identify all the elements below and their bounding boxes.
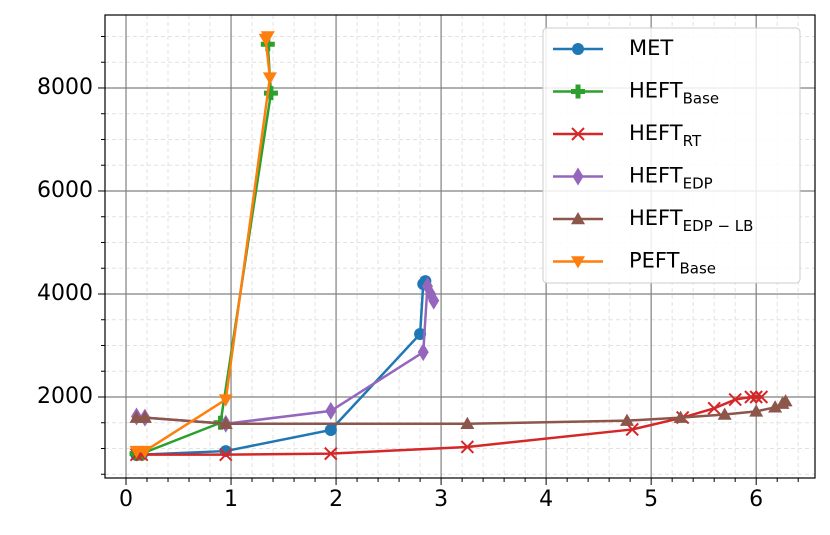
marker <box>262 72 277 85</box>
x-tick-label: 0 <box>119 487 133 512</box>
marker <box>571 127 585 141</box>
marker <box>768 400 783 413</box>
legend-label: HEFTEDP − LB <box>629 206 753 235</box>
x-tick-label: 5 <box>644 487 658 512</box>
y-tick-label: 8000 <box>37 75 93 100</box>
legend-box <box>542 27 801 284</box>
marker <box>263 86 278 101</box>
legend-name: HEFT <box>629 164 683 188</box>
legend-label: HEFTEDP <box>629 164 713 193</box>
marker <box>460 416 475 430</box>
x-tick-label: 6 <box>749 487 763 512</box>
marker <box>260 37 275 52</box>
legend-sub: RT <box>683 132 702 150</box>
marker <box>778 394 793 407</box>
x-tick-label: 3 <box>434 487 448 512</box>
marker <box>137 410 152 423</box>
marker <box>325 401 337 420</box>
marker <box>260 31 275 44</box>
x-tick-label: 1 <box>224 487 238 512</box>
marker <box>572 167 584 186</box>
marker <box>460 440 475 454</box>
plot-frame <box>104 14 816 479</box>
series-line <box>136 35 272 453</box>
marker <box>137 445 152 459</box>
marker <box>728 392 742 407</box>
legend-label: MET <box>629 36 673 60</box>
legend-sub: EDP <box>683 174 713 192</box>
marker <box>571 84 585 99</box>
legend-sub: EDP − LB <box>683 217 754 235</box>
marker <box>218 394 233 407</box>
marker <box>571 212 585 225</box>
legend-name: HEFT <box>629 79 683 103</box>
marker <box>754 390 769 404</box>
marker <box>572 43 584 55</box>
marker <box>324 446 338 461</box>
marker <box>417 343 429 362</box>
legend-sub: Base <box>679 259 716 277</box>
marker <box>744 390 758 404</box>
legend-name: HEFT <box>629 121 683 145</box>
marker <box>717 407 732 420</box>
x-tick-label: 2 <box>329 487 343 512</box>
series-line <box>136 285 435 426</box>
y-tick-label: 4000 <box>37 281 93 306</box>
marker <box>749 404 764 417</box>
marker <box>218 416 233 430</box>
x-tick-label: 4 <box>539 487 553 512</box>
legend-name: PEFT <box>629 249 680 273</box>
marker <box>673 410 688 423</box>
legend-name: MET <box>629 36 673 60</box>
marker <box>571 256 585 269</box>
marker <box>619 413 634 426</box>
marker <box>324 424 337 437</box>
marker <box>219 447 233 462</box>
marker <box>749 390 763 404</box>
y-tick-label: 6000 <box>37 178 93 203</box>
series-line <box>136 44 273 455</box>
y-tick-label: 2000 <box>37 384 93 409</box>
marker <box>707 401 721 416</box>
legend-label: HEFTRT <box>629 121 702 150</box>
marker <box>428 291 440 310</box>
legend-name: HEFT <box>629 206 683 230</box>
legend-label: PEFTBase <box>629 249 716 278</box>
legend-label: HEFTBase <box>629 79 719 108</box>
legend-sub: Base <box>683 89 720 107</box>
